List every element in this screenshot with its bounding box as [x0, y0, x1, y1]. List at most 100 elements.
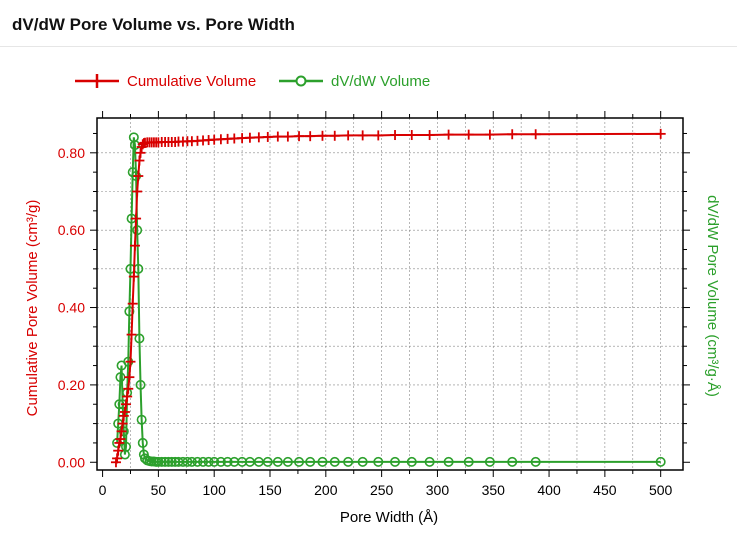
- data-point-dvdw: [424, 456, 435, 467]
- data-point-cumulative: [126, 329, 137, 340]
- data-point-dvdw: [343, 456, 354, 467]
- data-point-cumulative: [131, 213, 142, 224]
- series-cumulative-volume: [110, 128, 666, 468]
- data-point-dvdw: [160, 456, 171, 467]
- data-point-cumulative: [119, 406, 130, 417]
- x-tick-label: 500: [649, 482, 673, 498]
- data-point-cumulative: [125, 356, 136, 367]
- data-point-cumulative: [282, 131, 293, 142]
- x-tick-label: 450: [593, 482, 617, 498]
- x-tick-label: 0: [99, 482, 107, 498]
- data-point-cumulative: [443, 129, 454, 140]
- data-point-cumulative: [343, 130, 354, 141]
- data-point-cumulative: [134, 155, 145, 166]
- data-point-dvdw: [182, 456, 193, 467]
- data-point-dvdw: [282, 456, 293, 467]
- data-point-dvdw: [443, 456, 454, 467]
- data-point-dvdw: [222, 456, 233, 467]
- data-point-dvdw: [484, 456, 495, 467]
- data-point-dvdw: [272, 456, 283, 467]
- data-point-cumulative: [655, 128, 666, 139]
- legend-item-cumulative[interactable]: Cumulative Volume: [75, 73, 256, 90]
- y-tick-label: 0.80: [58, 145, 85, 161]
- data-point-cumulative: [122, 391, 133, 402]
- data-point-cumulative: [530, 129, 541, 140]
- data-point-dvdw: [390, 456, 401, 467]
- data-point-cumulative: [305, 131, 316, 142]
- data-point-dvdw: [294, 456, 305, 467]
- data-point-cumulative: [113, 445, 124, 456]
- legend-label-dvdw: dV/dW Volume: [331, 73, 430, 90]
- data-point-cumulative: [115, 434, 126, 445]
- data-point-cumulative: [357, 130, 368, 141]
- x-tick-label: 50: [151, 482, 167, 498]
- data-point-cumulative: [329, 130, 340, 141]
- axes: [96, 117, 684, 471]
- data-point-cumulative: [317, 130, 328, 141]
- data-point-cumulative: [424, 130, 435, 141]
- data-point-dvdw: [137, 437, 148, 448]
- data-point-dvdw: [121, 441, 132, 452]
- legend-label-cumulative: Cumulative Volume: [127, 73, 256, 90]
- ticks: 0 50 100 150 200 250 300 350 400 450 500 0.00 0.20 0.…: [58, 111, 690, 498]
- data-point-cumulative: [463, 129, 474, 140]
- x-tick-label: 250: [370, 482, 394, 498]
- data-point-cumulative: [253, 132, 264, 143]
- x-tick-label: 350: [482, 482, 506, 498]
- series-line-cumulative: [115, 132, 661, 463]
- y-tick-label: 0.00: [58, 454, 85, 470]
- plot-frame: [96, 117, 684, 471]
- data-point-dvdw: [530, 456, 541, 467]
- data-point-dvdw: [186, 456, 197, 467]
- legend-marker-circle: [295, 75, 307, 87]
- data-point-dvdw: [203, 456, 214, 467]
- data-point-dvdw: [463, 456, 474, 467]
- x-tick-label: 300: [426, 482, 450, 498]
- x-axis-title: Pore Width (Å): [340, 509, 438, 526]
- x-tick-label: 200: [314, 482, 338, 498]
- data-point-cumulative: [112, 453, 123, 464]
- data-point-cumulative: [262, 131, 273, 142]
- data-point-dvdw: [153, 456, 164, 467]
- data-point-dvdw: [329, 456, 340, 467]
- legend-item-dvdw[interactable]: dV/dW Volume: [279, 73, 430, 90]
- data-point-dvdw: [209, 456, 220, 467]
- data-point-cumulative: [117, 418, 128, 429]
- data-point-dvdw: [134, 333, 145, 344]
- data-point-dvdw: [317, 456, 328, 467]
- data-point-dvdw: [166, 456, 177, 467]
- data-point-dvdw: [192, 456, 203, 467]
- data-point-cumulative: [406, 130, 417, 141]
- data-point-dvdw: [357, 456, 368, 467]
- data-point-cumulative: [484, 129, 495, 140]
- data-point-cumulative: [121, 399, 132, 410]
- data-point-cumulative: [507, 129, 518, 140]
- x-tick-label: 150: [258, 482, 282, 498]
- legend: Cumulative Volume dV/dW Volume: [75, 73, 430, 90]
- data-point-cumulative: [137, 139, 148, 150]
- y-tick-label: 0.40: [58, 300, 85, 316]
- series-line-dvdw: [116, 137, 661, 463]
- data-point-cumulative: [128, 271, 139, 282]
- data-point-cumulative: [123, 383, 134, 394]
- data-point-dvdw: [124, 306, 135, 317]
- data-point-cumulative: [132, 186, 143, 197]
- data-point-cumulative: [390, 130, 401, 141]
- data-point-cumulative: [373, 130, 384, 141]
- x-tick-label: 100: [203, 482, 227, 498]
- data-point-dvdw: [215, 456, 226, 467]
- y-tick-label: 0.20: [58, 377, 85, 393]
- data-point-cumulative: [116, 426, 127, 437]
- y-axis-right-title: dV/dW Pore Volume (cm³/g·Å): [704, 195, 721, 397]
- data-point-dvdw: [156, 456, 167, 467]
- data-point-dvdw: [373, 456, 384, 467]
- data-point-dvdw: [406, 456, 417, 467]
- data-point-dvdw: [163, 456, 174, 467]
- data-point-cumulative: [124, 372, 135, 383]
- data-point-dvdw: [507, 456, 518, 467]
- data-point-cumulative: [133, 171, 144, 182]
- data-point-cumulative: [129, 240, 140, 251]
- data-point-dvdw: [198, 456, 209, 467]
- data-point-cumulative: [294, 131, 305, 142]
- x-tick-label: 400: [537, 482, 561, 498]
